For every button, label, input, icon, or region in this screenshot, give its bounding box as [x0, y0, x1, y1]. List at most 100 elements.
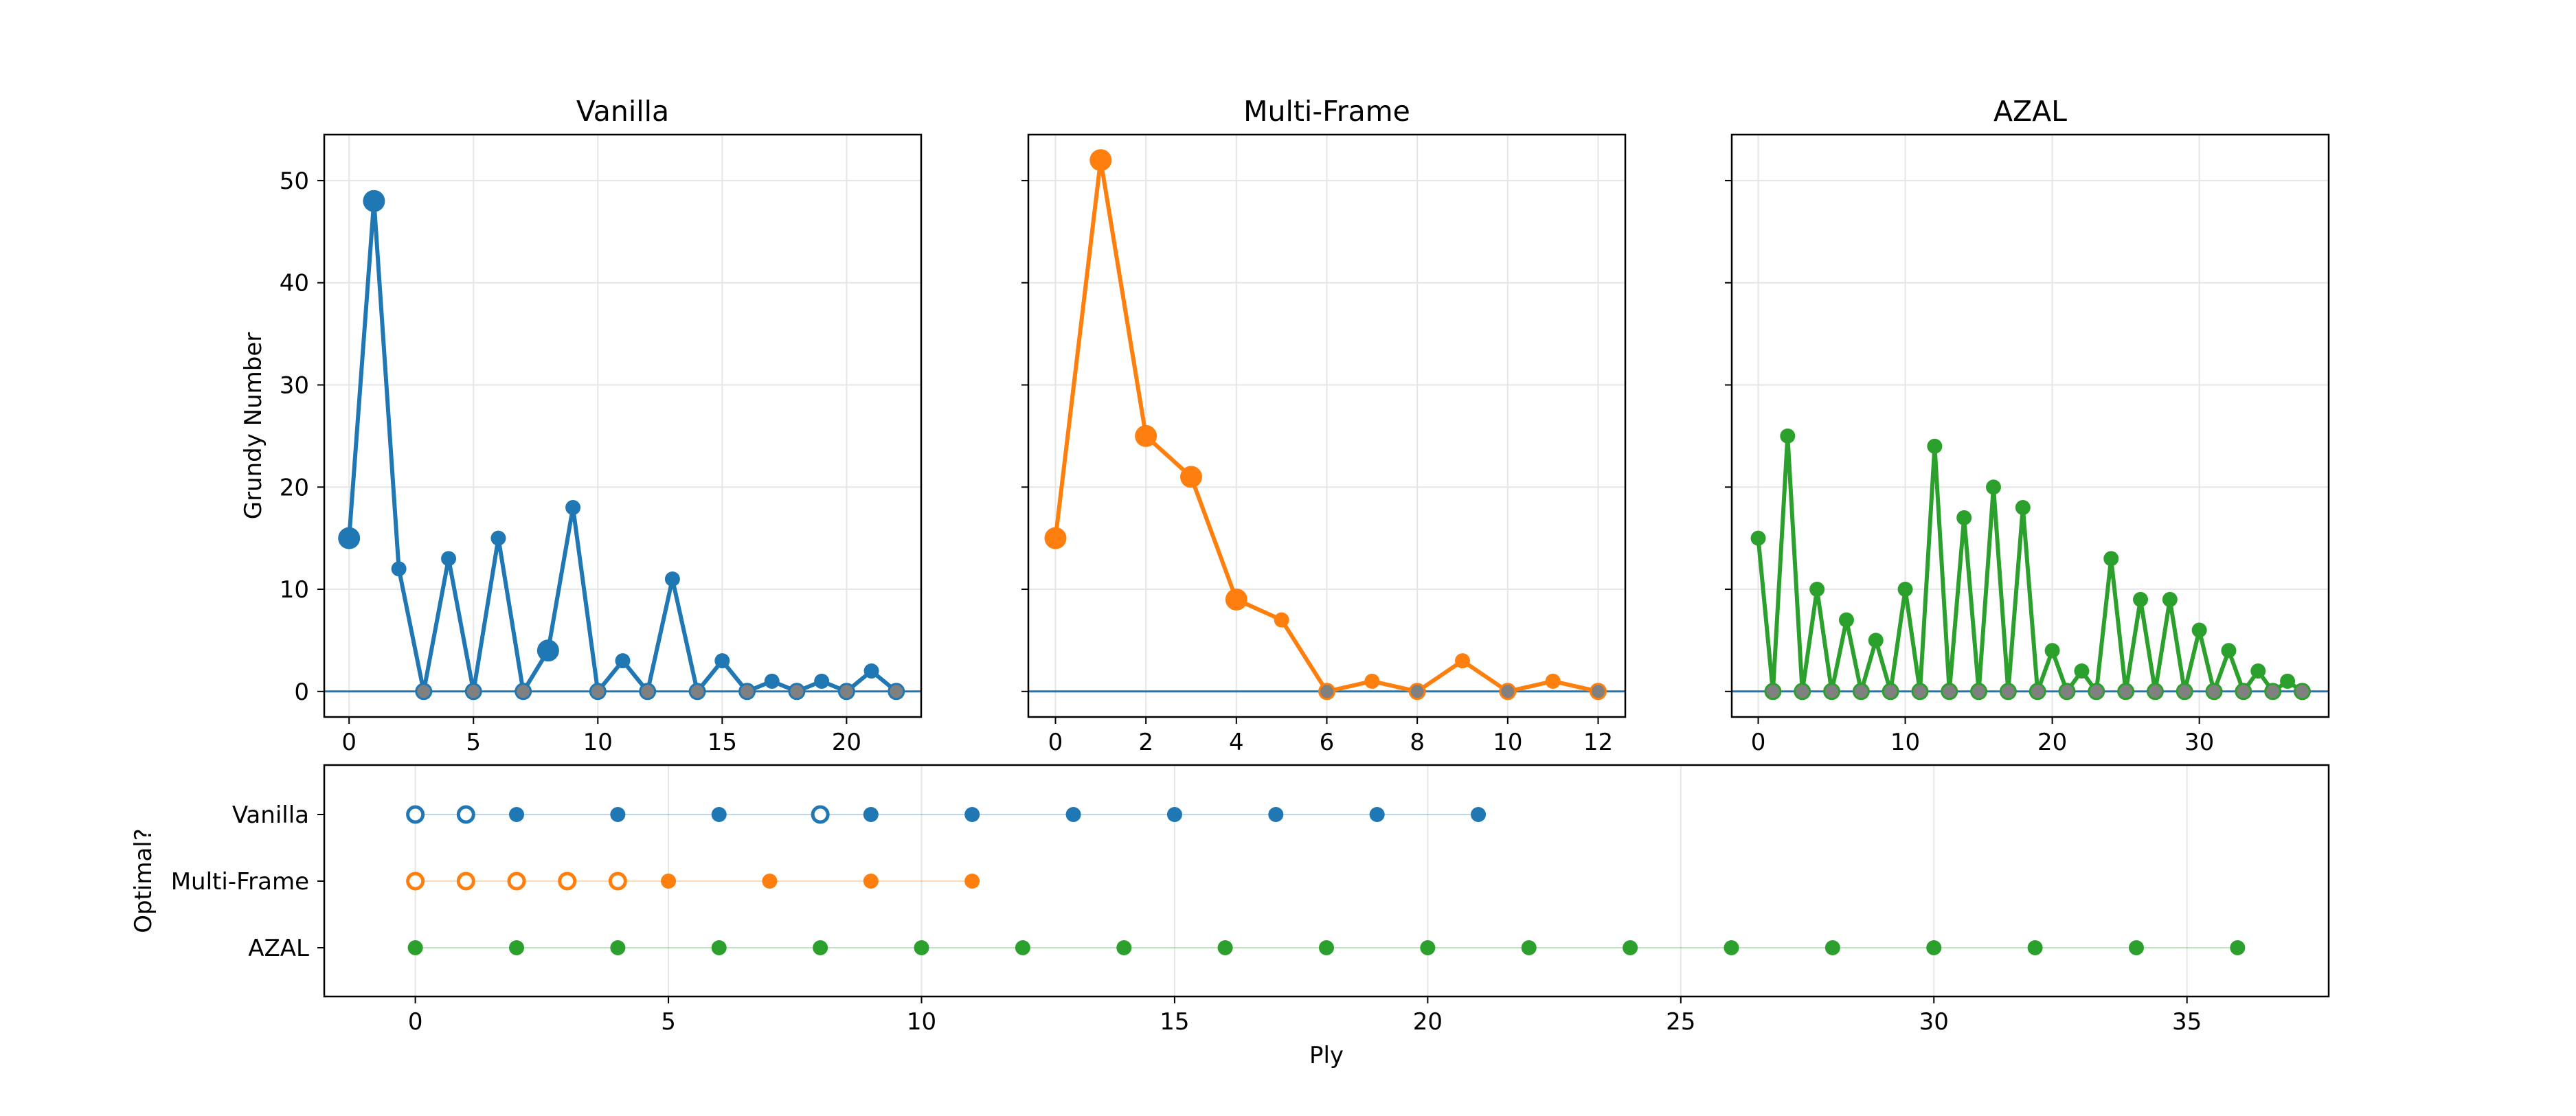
azal-data-point: [1809, 582, 1825, 597]
vanilla-grundy-panel: 0 5 10 15 20 0 10 20 30 40 50 Vanilla Grundy Number: [240, 95, 923, 756]
azal-zero-point: [1941, 683, 1958, 701]
azal-zero-point: [2176, 683, 2193, 701]
multi-frame-x-tick-label: 4: [1229, 729, 1244, 756]
multi-frame-data-point: [1545, 673, 1561, 689]
azal-data-point: [2103, 551, 2119, 567]
vanilla-y-tick-label: 20: [280, 474, 309, 501]
azal-data-point: [1868, 633, 1884, 648]
azal-row-label: AZAL: [248, 935, 309, 962]
azal-zero-point: [1823, 683, 1841, 701]
vanilla-data-point: [441, 551, 457, 567]
vanilla-data-point: [363, 190, 385, 212]
azal-optimal-point: [1420, 940, 1436, 955]
azal-zero-point: [1764, 683, 1782, 701]
azal-data-point: [1897, 582, 1913, 597]
azal-optimal-point: [2027, 940, 2043, 955]
azal-data-point: [1956, 510, 1972, 525]
multi-frame-x-tick-label: 0: [1048, 729, 1063, 756]
vanilla-data-point: [391, 561, 407, 577]
vanilla-data-point: [536, 639, 559, 662]
azal-optimal-point: [711, 940, 727, 955]
vanilla-optimal-point: [964, 807, 980, 822]
azal-data-point: [2074, 663, 2090, 679]
vanilla-suboptimal-point: [811, 805, 830, 824]
azal-data-point: [2221, 643, 2237, 659]
optimality-x-tick-label: 25: [1666, 1008, 1695, 1036]
vanilla-y-tick-label: 10: [280, 576, 309, 604]
azal-data-point: [1780, 428, 1796, 444]
multi-frame-zero-point: [1499, 683, 1517, 701]
azal-zero-point: [2293, 683, 2311, 701]
vanilla-optimal-point: [711, 807, 727, 822]
vanilla-optimal-point: [1268, 807, 1284, 822]
azal-x-tick-label: 10: [1890, 729, 1920, 756]
vanilla-y-axis-label: Grundy Number: [240, 332, 267, 520]
multi-frame-suboptimal-point: [406, 872, 425, 891]
azal-optimal-point: [1319, 940, 1334, 955]
multi-frame-optimal-point: [863, 874, 879, 889]
vanilla-zero-point: [837, 683, 855, 701]
azal-optimal-point: [1521, 940, 1537, 955]
azal-optimal-point: [914, 940, 929, 955]
vanilla-suboptimal-point: [406, 805, 425, 824]
multi-frame-x-tick-label: 10: [1493, 729, 1522, 756]
azal-zero-point: [2235, 683, 2252, 701]
multi-frame-x-tick-label: 8: [1410, 729, 1425, 756]
vanilla-data-point: [338, 527, 361, 549]
multi-frame-suboptimal-point: [507, 872, 526, 891]
vanilla-zero-point: [589, 683, 607, 701]
azal-optimal-point: [610, 940, 626, 955]
optimality-x-tick-label: 5: [661, 1008, 676, 1036]
vanilla-y-tick-label: 0: [294, 679, 309, 706]
vanilla-optimal-point: [1065, 807, 1081, 822]
azal-data-point: [2044, 643, 2060, 659]
vanilla-data-point: [863, 663, 879, 679]
azal-data-point: [2191, 622, 2207, 638]
azal-optimal-point: [509, 940, 525, 955]
multi-frame-data-point: [1135, 424, 1157, 447]
optimality-x-tick-label: 10: [907, 1008, 936, 1036]
azal-zero-point: [2264, 683, 2282, 701]
azal-x-tick-label: 20: [2037, 729, 2067, 756]
vanilla-y-tick-label: 30: [280, 372, 309, 399]
optimality-axes-frame: [323, 764, 2330, 998]
vanilla-x-tick-label: 10: [583, 729, 613, 756]
optimality-x-tick-label: 35: [2172, 1008, 2202, 1036]
azal-zero-point: [2146, 683, 2164, 701]
vanilla-y-tick-label: 40: [280, 270, 309, 297]
azal-x-tick-label: 30: [2184, 729, 2214, 756]
azal-optimal-point: [1623, 940, 1638, 955]
azal-optimal-point: [2128, 940, 2144, 955]
vanilla-zero-point: [738, 683, 756, 701]
azal-grundy-panel: 0 10 20 30 AZAL: [1725, 95, 2330, 756]
azal-x-tick-label: 0: [1751, 729, 1766, 756]
vanilla-data-point: [764, 673, 780, 689]
x-axis-label: Ply: [1309, 1042, 1344, 1069]
vanilla-x-tick-label: 15: [708, 729, 737, 756]
multi-frame-optimal-point: [964, 874, 980, 889]
azal-zero-point: [1911, 683, 1929, 701]
multi-frame-optimal-point: [661, 874, 677, 889]
vanilla-optimal-point: [1471, 807, 1487, 822]
multi-frame-data-point: [1455, 653, 1470, 669]
vanilla-zero-point: [515, 683, 532, 701]
optimality-x-tick-label: 20: [1413, 1008, 1443, 1036]
optimality-panel: Vanilla Multi-Frame AZAL 0 5 10 15 20 25 30 35 Ply O…: [130, 764, 2330, 1069]
azal-optimal-point: [813, 940, 828, 955]
vanilla-data-point: [814, 673, 830, 689]
azal-zero-point: [1882, 683, 1899, 701]
vanilla-x-tick-label: 20: [832, 729, 861, 756]
azal-optimal-point: [2230, 940, 2246, 955]
azal-data-point: [1985, 479, 2001, 495]
multi-frame-row-label: Multi-Frame: [171, 868, 309, 896]
azal-optimal-point: [1724, 940, 1739, 955]
optimality-x-tick-label: 30: [1919, 1008, 1949, 1036]
multi-frame-title: Multi-Frame: [1243, 95, 1410, 128]
optimality-x-tick-label: 0: [408, 1008, 423, 1036]
multi-frame-data-point: [1089, 149, 1112, 172]
vanilla-data-point: [490, 530, 506, 546]
multi-frame-zero-point: [1590, 683, 1607, 701]
optimality-y-axis-label: Optimal?: [130, 828, 157, 933]
multi-frame-suboptimal-point: [608, 872, 627, 891]
